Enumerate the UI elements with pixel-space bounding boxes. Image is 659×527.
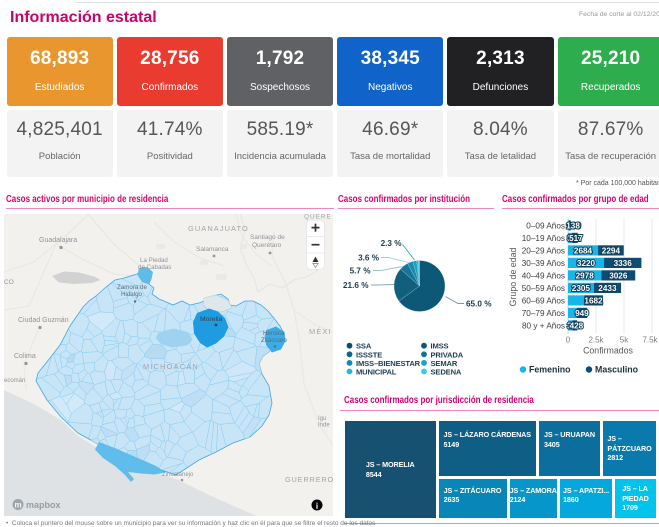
svg-text:21.6 %: 21.6 % — [343, 281, 369, 290]
svg-text:Santiago de: Santiago de — [250, 234, 285, 241]
svg-text:Inde: Inde — [318, 423, 330, 429]
svg-text:ISSSTE: ISSSTE — [356, 350, 382, 359]
svg-text:100: 100 — [567, 221, 581, 230]
svg-text:0–09 Años: 0–09 Años — [526, 221, 565, 230]
svg-text:Femenino: Femenino — [529, 365, 571, 375]
svg-text:428: 428 — [570, 321, 584, 330]
svg-text:MUNICIPAL: MUNICIPAL — [356, 368, 397, 377]
svg-text:3336: 3336 — [614, 259, 633, 268]
svg-text:IMSS–BIENESTAR: IMSS–BIENESTAR — [356, 359, 421, 368]
svg-text:mapbox: mapbox — [26, 500, 61, 510]
svg-text:138: 138 — [566, 221, 580, 230]
svg-text:Zamora de: Zamora de — [117, 284, 147, 291]
svg-text:Grupo de edad: Grupo de edad — [508, 248, 518, 307]
svg-text:CO: CO — [4, 279, 14, 286]
svg-text:949: 949 — [575, 309, 589, 318]
svg-text:MÉXI: MÉXI — [309, 327, 332, 336]
svg-text:2.5k: 2.5k — [588, 336, 604, 345]
svg-text:i: i — [316, 502, 319, 511]
svg-text:60–69 Años: 60–69 Años — [522, 296, 565, 305]
svg-text:3026: 3026 — [609, 271, 628, 280]
svg-text:GUERRERO: GUERRERO — [285, 475, 333, 484]
svg-text:Colima: Colima — [14, 353, 36, 360]
svg-text:SEDENA: SEDENA — [431, 368, 462, 377]
svg-text:1682: 1682 — [584, 296, 603, 305]
svg-text:MICHOACÁN: MICHOACÁN — [143, 362, 199, 371]
svg-text:Salamanca: Salamanca — [196, 246, 229, 253]
svg-text:PRIVADA: PRIVADA — [431, 350, 464, 359]
svg-text:SEMAR: SEMAR — [431, 359, 458, 368]
svg-text:Igu: Igu — [318, 416, 326, 422]
svg-text:3220: 3220 — [577, 259, 596, 268]
svg-text:Querétaro: Querétaro — [252, 242, 282, 249]
svg-text:80 y + Años: 80 y + Años — [522, 321, 565, 330]
svg-text:La Piedad: La Piedad — [140, 257, 168, 264]
svg-text:517: 517 — [569, 234, 583, 243]
svg-text:Zitácuaro: Zitácuaro — [261, 337, 287, 344]
svg-text:7.5k: 7.5k — [642, 336, 658, 345]
svg-text:Morelia: Morelia — [200, 316, 223, 323]
svg-text:20–29 Años: 20–29 Años — [522, 246, 565, 255]
svg-text:2305: 2305 — [572, 284, 591, 293]
svg-text:2978: 2978 — [576, 271, 595, 280]
svg-text:5.7 %: 5.7 % — [350, 267, 372, 276]
svg-text:70–79 Años: 70–79 Años — [522, 309, 565, 318]
svg-text:50–59 Años: 50–59 Años — [522, 284, 565, 293]
svg-text:65.0 %: 65.0 % — [466, 300, 492, 309]
svg-text:0: 0 — [566, 336, 571, 345]
svg-text:2684: 2684 — [574, 246, 593, 255]
svg-text:ecomán: ecomán — [4, 378, 25, 384]
svg-text:390: 390 — [567, 321, 581, 330]
svg-text:2.3 %: 2.3 % — [381, 239, 403, 248]
svg-text:3.6 %: 3.6 % — [358, 254, 380, 263]
svg-text:10–19 Años: 10–19 Años — [522, 234, 565, 243]
svg-text:5k: 5k — [620, 336, 629, 345]
svg-text:SSA: SSA — [356, 342, 372, 351]
svg-text:Confirmados: Confirmados — [583, 346, 633, 356]
svg-text:40–49 Años: 40–49 Años — [522, 271, 565, 280]
svg-text:Ciudad Guzmán: Ciudad Guzmán — [18, 317, 69, 324]
svg-text:30–39 Años: 30–39 Años — [522, 259, 565, 268]
svg-text:Masculino: Masculino — [595, 365, 639, 375]
svg-text:QUERÉ: QUERÉ — [304, 214, 332, 221]
svg-text:Zihuatanejo: Zihuatanejo — [162, 472, 194, 478]
svg-text:IMSS: IMSS — [431, 342, 449, 351]
svg-text:Heroica: Heroica — [263, 330, 285, 337]
svg-text:m: m — [14, 501, 21, 510]
svg-text:de Cabadas: de Cabadas — [138, 264, 171, 271]
svg-text:351: 351 — [567, 234, 581, 243]
svg-text:2294: 2294 — [602, 246, 621, 255]
svg-text:2433: 2433 — [598, 284, 617, 293]
svg-text:GUANAJUATO: GUANAJUATO — [188, 224, 249, 233]
svg-text:Guadalajara: Guadalajara — [39, 237, 77, 244]
svg-text:Hidalgo: Hidalgo — [121, 291, 143, 298]
